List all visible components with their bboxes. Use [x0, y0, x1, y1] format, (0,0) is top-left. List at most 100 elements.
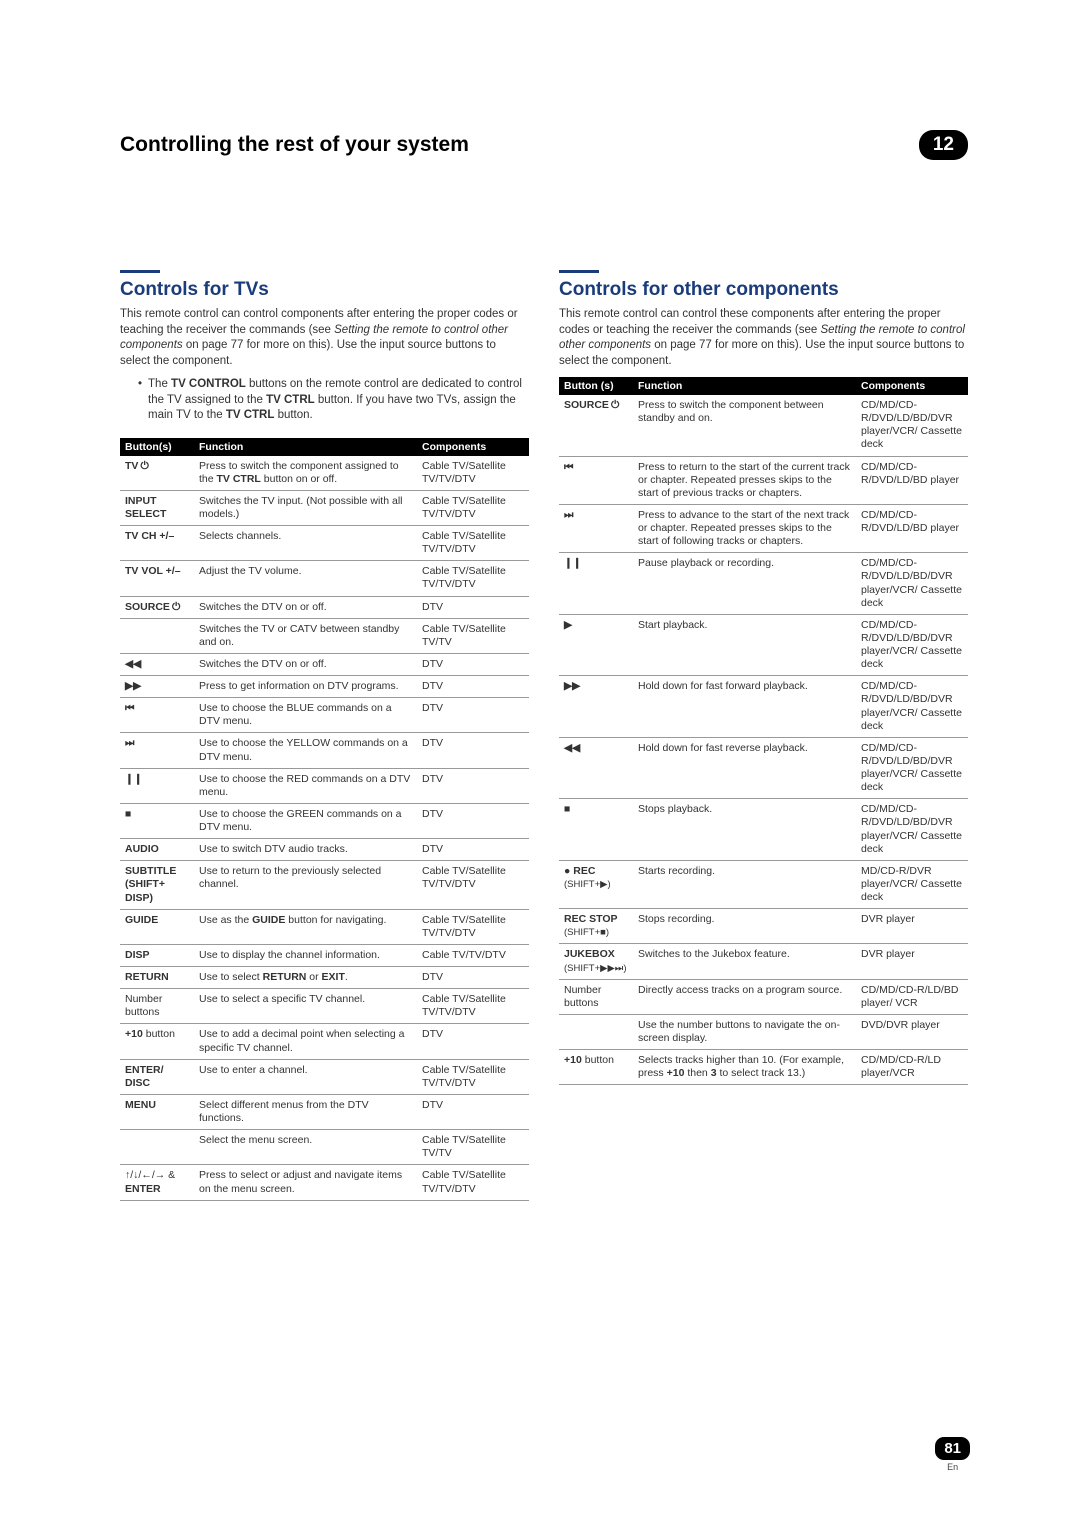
- function-cell: Press to return to the start of the curr…: [633, 456, 856, 504]
- table-row: Select the menu screen.Cable TV/Satellit…: [120, 1130, 529, 1165]
- components-cell: DTV: [417, 967, 529, 989]
- function-cell: Selects channels.: [194, 526, 417, 561]
- button-cell: ◀◀: [120, 653, 194, 675]
- button-cell: ◀◀: [559, 737, 633, 799]
- bullet-note: • The TV CONTROL buttons on the remote c…: [138, 377, 529, 424]
- function-cell: Pause playback or recording.: [633, 553, 856, 615]
- function-cell: Press to switch the component assigned t…: [194, 456, 417, 491]
- function-cell: Directly access tracks on a program sour…: [633, 979, 856, 1014]
- function-cell: Use to select RETURN or EXIT.: [194, 967, 417, 989]
- button-cell: ⏮: [120, 698, 194, 733]
- table-row: ■Use to choose the GREEN commands on a D…: [120, 803, 529, 838]
- components-cell: Cable TV/Satellite TV/TV: [417, 618, 529, 653]
- right-column: Controls for other components This remot…: [559, 270, 968, 1201]
- table-row: MENUSelect different menus from the DTV …: [120, 1094, 529, 1129]
- button-cell: TV VOL +/–: [120, 561, 194, 596]
- table-row: Number buttonsUse to select a specific T…: [120, 989, 529, 1024]
- intro-right: This remote control can control these co…: [559, 307, 968, 369]
- table-row: ▶▶Hold down for fast forward playback.CD…: [559, 676, 968, 738]
- button-cell: ■: [559, 799, 633, 861]
- section-title-tvs: Controls for TVs: [120, 279, 529, 301]
- function-cell: Switches to the Jukebox feature.: [633, 944, 856, 979]
- components-cell: Cable TV/TV/DTV: [417, 944, 529, 966]
- components-cell: MD/CD-R/DVR player/VCR/ Cassette deck: [856, 860, 968, 908]
- function-cell: Use to choose the YELLOW commands on a D…: [194, 733, 417, 768]
- function-cell: Use to switch DTV audio tracks.: [194, 839, 417, 861]
- table-row: SUBTITLE (SHIFT+ DISP)Use to return to t…: [120, 861, 529, 909]
- chapter-badge: 12: [919, 130, 968, 160]
- button-cell: ⏭: [559, 504, 633, 552]
- components-cell: CD/MD/CD-R/LD player/VCR: [856, 1050, 968, 1085]
- th-function: Function: [194, 438, 417, 456]
- function-cell: Press to select or adjust and navigate i…: [194, 1165, 417, 1200]
- components-cell: DTV: [417, 839, 529, 861]
- components-cell: Cable TV/Satellite TV/TV/DTV: [417, 561, 529, 596]
- button-cell: SOURCE ⏻: [559, 395, 633, 456]
- function-cell: Use to display the channel information.: [194, 944, 417, 966]
- table-row: AUDIOUse to switch DTV audio tracks.DTV: [120, 839, 529, 861]
- table-row: REC STOP(SHIFT+■)Stops recording.DVR pla…: [559, 909, 968, 944]
- button-cell: ▶▶: [120, 676, 194, 698]
- components-cell: DVR player: [856, 944, 968, 979]
- components-cell: CD/MD/CD-R/DVD/LD/BD player: [856, 504, 968, 552]
- components-cell: CD/MD/CD-R/DVD/LD/BD/DVR player/VCR/ Cas…: [856, 553, 968, 615]
- button-cell: REC STOP(SHIFT+■): [559, 909, 633, 944]
- button-cell: [120, 618, 194, 653]
- table-row: SOURCE ⏻Press to switch the component be…: [559, 395, 968, 456]
- button-cell: DISP: [120, 944, 194, 966]
- accent-bar: [120, 270, 160, 273]
- button-cell: +10 button: [120, 1024, 194, 1059]
- table-row: Use the number buttons to navigate the o…: [559, 1014, 968, 1049]
- table-row: ⏭Use to choose the YELLOW commands on a …: [120, 733, 529, 768]
- function-cell: Switches the TV input. (Not possible wit…: [194, 490, 417, 525]
- table-row: ⏮Use to choose the BLUE commands on a DT…: [120, 698, 529, 733]
- table-row: Switches the TV or CATV between standby …: [120, 618, 529, 653]
- section-title-other: Controls for other components: [559, 279, 968, 301]
- components-cell: DTV: [417, 653, 529, 675]
- button-cell: ↑/↓/←/→ & ENTER: [120, 1165, 194, 1200]
- table-row: ▶▶Press to get information on DTV progra…: [120, 676, 529, 698]
- th-components: Components: [856, 377, 968, 395]
- button-cell: TV CH +/–: [120, 526, 194, 561]
- components-cell: CD/MD/CD-R/DVD/LD/BD/DVR player/VCR/ Cas…: [856, 614, 968, 676]
- function-cell: Start playback.: [633, 614, 856, 676]
- button-cell: ■: [120, 803, 194, 838]
- button-cell: RETURN: [120, 967, 194, 989]
- function-cell: Use to choose the GREEN commands on a DT…: [194, 803, 417, 838]
- button-cell: ● REC(SHIFT+▶): [559, 860, 633, 908]
- table-row: +10 buttonSelects tracks higher than 10.…: [559, 1050, 968, 1085]
- button-cell: INPUT SELECT: [120, 490, 194, 525]
- table-row: ◀◀Hold down for fast reverse playback.CD…: [559, 737, 968, 799]
- table-row: JUKEBOX(SHIFT+▶▶⏭)Switches to the Jukebo…: [559, 944, 968, 979]
- function-cell: Hold down for fast forward playback.: [633, 676, 856, 738]
- table-row: RETURNUse to select RETURN or EXIT.DTV: [120, 967, 529, 989]
- components-cell: CD/MD/CD-R/DVD/LD/BD/DVR player/VCR/ Cas…: [856, 395, 968, 456]
- accent-bar: [559, 270, 599, 273]
- table-row: ◀◀Switches the DTV on or off.DTV: [120, 653, 529, 675]
- table-row: ■Stops playback.CD/MD/CD-R/DVD/LD/BD/DVR…: [559, 799, 968, 861]
- function-cell: Selects tracks higher than 10. (For exam…: [633, 1050, 856, 1085]
- button-cell: +10 button: [559, 1050, 633, 1085]
- components-cell: Cable TV/Satellite TV/TV: [417, 1130, 529, 1165]
- function-cell: Adjust the TV volume.: [194, 561, 417, 596]
- button-cell: TV ⏻: [120, 456, 194, 491]
- button-cell: AUDIO: [120, 839, 194, 861]
- components-cell: Cable TV/Satellite TV/TV/DTV: [417, 861, 529, 909]
- function-cell: Use as the GUIDE button for navigating.: [194, 909, 417, 944]
- table-row: TV ⏻Press to switch the component assign…: [120, 456, 529, 491]
- table-row: ● REC(SHIFT+▶)Starts recording.MD/CD-R/D…: [559, 860, 968, 908]
- function-cell: Switches the TV or CATV between standby …: [194, 618, 417, 653]
- button-cell: MENU: [120, 1094, 194, 1129]
- function-cell: Use to choose the RED commands on a DTV …: [194, 768, 417, 803]
- components-cell: DTV: [417, 733, 529, 768]
- function-cell: Hold down for fast reverse playback.: [633, 737, 856, 799]
- button-cell: ⏭: [120, 733, 194, 768]
- th-components: Components: [417, 438, 529, 456]
- components-cell: DTV: [417, 596, 529, 618]
- button-cell: SUBTITLE (SHIFT+ DISP): [120, 861, 194, 909]
- table-row: TV VOL +/–Adjust the TV volume.Cable TV/…: [120, 561, 529, 596]
- table-row: ❙❙Pause playback or recording.CD/MD/CD-R…: [559, 553, 968, 615]
- button-cell: Number buttons: [559, 979, 633, 1014]
- button-cell: Number buttons: [120, 989, 194, 1024]
- components-cell: Cable TV/Satellite TV/TV/DTV: [417, 909, 529, 944]
